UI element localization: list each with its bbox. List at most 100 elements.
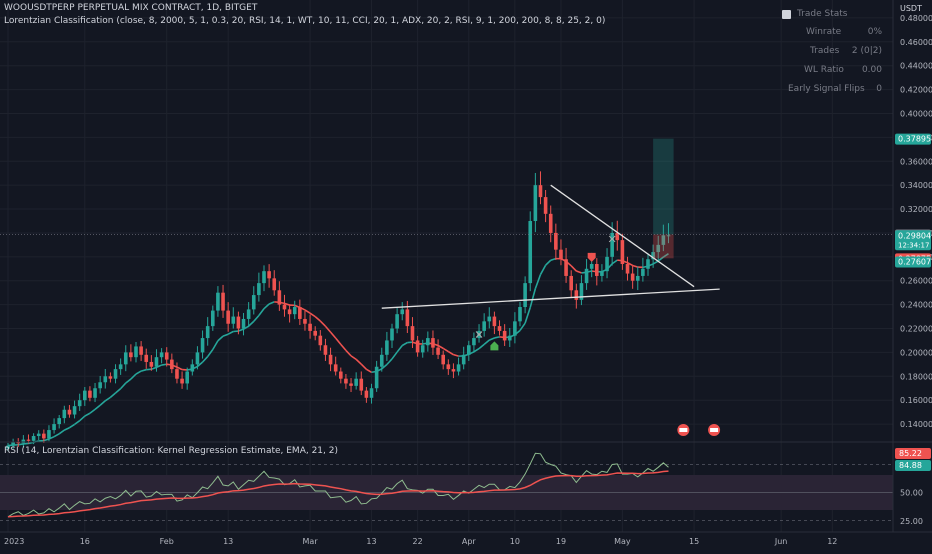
kernel-segment <box>494 337 499 338</box>
kernel-segment <box>28 442 33 443</box>
candle-body <box>375 367 379 389</box>
candle-body <box>365 391 369 398</box>
candle-body <box>144 355 148 362</box>
time-tick: 12 <box>827 537 837 546</box>
candle-body <box>406 309 410 326</box>
rsi-tag-text: 84.88 <box>899 461 922 470</box>
candle-body <box>180 379 184 384</box>
time-tick: 13 <box>223 537 233 546</box>
time-tick: 10 <box>510 537 520 546</box>
candle-body <box>73 406 77 414</box>
time-tick: Mar <box>303 537 319 546</box>
rsi-tick: 25.00 <box>900 517 923 526</box>
candle-body <box>349 383 353 385</box>
target-zone <box>653 139 673 235</box>
rsi-legend[interactable]: RSI (14, Lorentzian Classification: Kern… <box>4 446 338 456</box>
kernel-segment <box>351 356 356 360</box>
candle-body <box>88 391 92 398</box>
symbol-legend[interactable]: WOOUSDTPERP PERPETUAL MIX CONTRACT, 1D, … <box>4 3 257 13</box>
candle-body <box>57 418 61 424</box>
kernel-segment <box>80 416 85 421</box>
price-tick: 0.34000 <box>900 181 932 190</box>
candle-body <box>544 197 548 214</box>
stats-value: 0% <box>868 27 882 37</box>
kernel-segment <box>238 329 243 331</box>
price-tick: 0.42000 <box>900 86 932 95</box>
candle-body <box>523 283 527 307</box>
candle-body <box>487 317 491 322</box>
price-axis: 0.480000.460000.440000.420000.400000.380… <box>895 14 932 526</box>
candle-body <box>293 307 297 314</box>
kernel-segment <box>90 409 95 413</box>
price-tick: 0.22000 <box>900 325 932 334</box>
candle-body <box>257 283 261 295</box>
kernel-segment <box>315 317 320 321</box>
candle-body <box>549 214 553 233</box>
rsi-tag: 84.88 <box>895 460 931 471</box>
candle-body <box>339 372 343 379</box>
candle-body <box>242 319 246 329</box>
time-tick: 13 <box>366 537 376 546</box>
candle-body <box>370 388 374 398</box>
candle-body <box>52 424 56 430</box>
indicator-legend[interactable]: Lorentzian Classification (close, 8, 200… <box>4 16 605 26</box>
event-marker-icon <box>679 428 687 432</box>
kernel-segment <box>540 265 545 274</box>
kernel-segment <box>546 260 551 265</box>
kernel-segment <box>223 334 228 336</box>
price-tag: 0.37895 <box>895 134 931 145</box>
kernel-segment <box>228 332 233 335</box>
candle-body <box>380 355 384 367</box>
candle-body <box>93 388 97 398</box>
kernel-segment <box>484 340 489 344</box>
stop-zone <box>653 234 673 258</box>
kernel-segment <box>59 430 64 434</box>
candle-body <box>42 434 46 439</box>
kernel-segment <box>392 352 397 359</box>
candle-body <box>626 264 630 274</box>
kernel-segment <box>151 367 156 369</box>
rsi-tag: 85.22 <box>895 448 931 459</box>
candle-body <box>272 278 276 290</box>
kernel-segment <box>213 341 218 350</box>
candle-body <box>559 250 563 260</box>
kernel-segment <box>325 326 330 332</box>
kernel-segment <box>249 321 254 326</box>
candle-body <box>83 391 87 401</box>
kernel-segment <box>259 309 264 316</box>
candle-body <box>385 340 389 354</box>
kernel-segment <box>402 343 407 346</box>
candle-body <box>63 410 67 418</box>
price-tick: 0.44000 <box>900 62 932 71</box>
checkbox-icon[interactable] <box>782 10 791 19</box>
kernel-segment <box>116 389 121 393</box>
time-tick: Apr <box>462 537 477 546</box>
kernel-segment <box>336 338 341 344</box>
candle-body <box>109 376 113 378</box>
price-tag-text: 0.29804 <box>898 231 931 240</box>
candle-body <box>298 307 302 319</box>
stats-row: WL Ratio 0.00 <box>782 60 882 79</box>
price-tick: 0.46000 <box>900 38 932 47</box>
kernel-segment <box>525 307 530 323</box>
kernel-segment <box>320 321 325 326</box>
kernel-segment <box>474 349 479 352</box>
kernel-segment <box>203 357 208 363</box>
kernel-segment <box>254 315 259 321</box>
candle-body <box>313 331 317 336</box>
sell-signal-icon <box>588 253 596 262</box>
kernel-segment <box>576 271 581 273</box>
kernel-segment <box>85 413 90 416</box>
candle-body <box>196 352 200 364</box>
price-tick: 0.14000 <box>900 420 932 429</box>
candle-body <box>211 311 215 327</box>
candle-body <box>482 321 486 331</box>
kernel-segment <box>479 344 484 348</box>
time-tick: Feb <box>160 537 174 546</box>
candle-body <box>319 336 323 346</box>
candle-body <box>390 329 394 341</box>
stats-value: 0 <box>876 84 882 94</box>
kernel-segment <box>162 364 167 365</box>
